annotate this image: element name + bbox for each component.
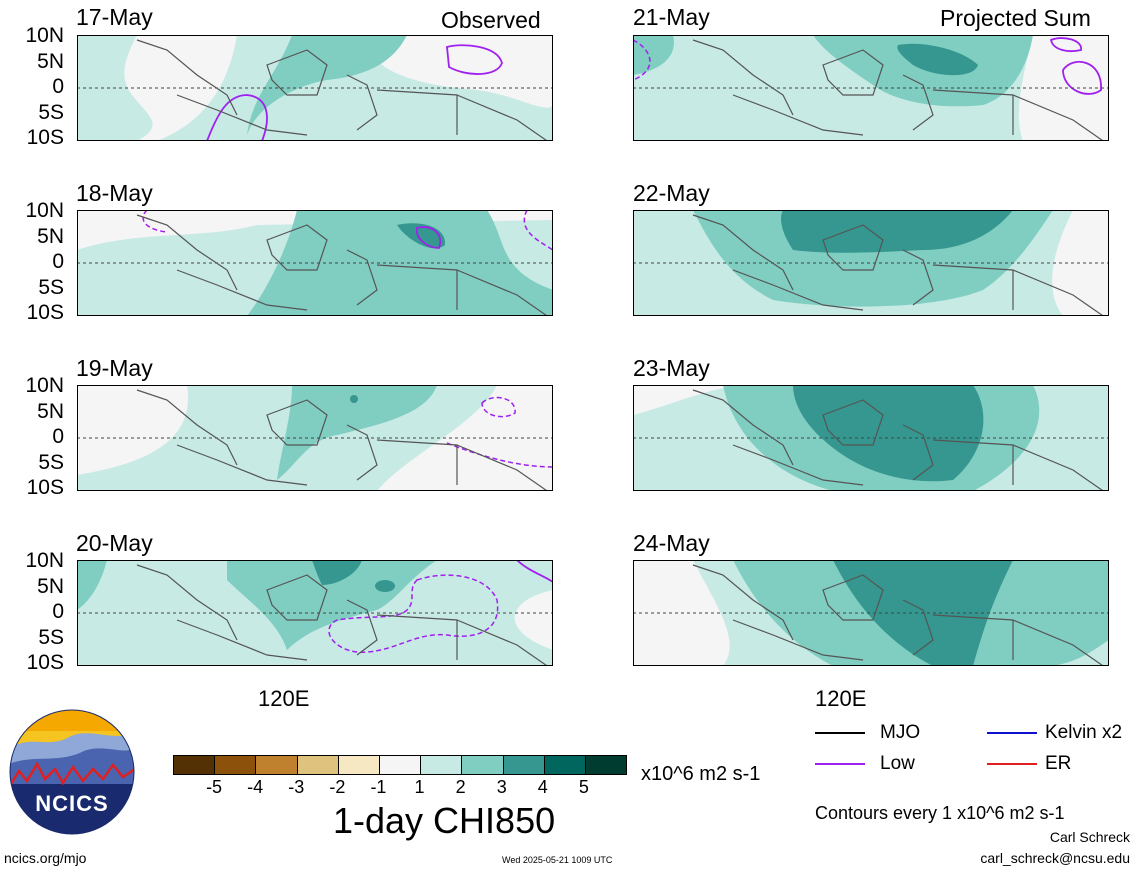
ncics-logo: NCICS <box>9 709 135 840</box>
email: carl_schreck@ncsu.edu <box>980 850 1130 866</box>
panel-date: 22-May <box>633 180 710 206</box>
legend-label-low: Low <box>880 753 915 774</box>
colorbar-tick-label: 3 <box>496 777 507 797</box>
map-panel <box>633 560 1109 666</box>
map-panel <box>633 35 1109 141</box>
map-panel <box>77 210 553 316</box>
lat-label: 5N <box>37 400 64 423</box>
map-panel <box>77 35 553 141</box>
legend-swatch-low <box>815 763 865 765</box>
lat-label: 0 <box>52 425 64 448</box>
panel-date: 17-May <box>76 4 153 30</box>
legend-swatch-mjo <box>815 732 865 734</box>
legend-label-kelvin: Kelvin x2 <box>1045 722 1123 743</box>
colorbar-box <box>338 756 380 774</box>
map-panel <box>77 385 553 491</box>
colorbar-box <box>585 756 627 774</box>
legend-swatch-kelvin <box>987 732 1037 734</box>
lat-label: 10S <box>26 651 64 674</box>
panel-tag-projected: Projected Sum <box>940 5 1091 31</box>
legend: MJO Kelvin x2 Low ER <box>815 720 1135 780</box>
colorbar-units: x10^6 m2 s-1 <box>641 763 761 785</box>
colorbar-tick-label: 5 <box>578 777 589 797</box>
chart-title: 1-day CHI850 <box>333 800 556 841</box>
colorbar-box <box>256 756 298 774</box>
colorbar-box <box>174 756 216 774</box>
lat-label: 10N <box>25 24 64 47</box>
lat-label: 0 <box>52 250 64 273</box>
panel-date: 20-May <box>76 530 153 556</box>
colorbar-tick-label: -5 <box>206 777 223 797</box>
site-link: ncics.org/mjo <box>4 850 87 866</box>
legend-swatch-er <box>987 763 1037 765</box>
panel-date: 18-May <box>76 180 153 206</box>
lat-label: 10N <box>25 374 64 397</box>
timestamp: Wed 2025-05-21 1009 UTC <box>502 855 613 865</box>
map-panel <box>77 560 553 666</box>
lat-label: 5S <box>38 451 64 474</box>
colorbar-tick-label: -4 <box>247 777 264 797</box>
legend-label-er: ER <box>1045 753 1072 774</box>
lat-label: 10S <box>26 476 64 499</box>
lat-label: 0 <box>52 600 64 623</box>
lat-label: 10N <box>25 549 64 572</box>
colorbar-box <box>462 756 504 774</box>
lon-label: 120E <box>258 686 310 711</box>
panel-tag-observed: Observed <box>441 7 541 33</box>
colorbar-box <box>503 756 545 774</box>
colorbar-tick-label: -1 <box>370 777 387 797</box>
lat-label: 5S <box>38 276 64 299</box>
colorbar-box <box>215 756 257 774</box>
lat-label: 5N <box>37 575 64 598</box>
lat-label: 0 <box>52 75 64 98</box>
panel-date: 19-May <box>76 355 153 381</box>
lat-label: 10N <box>25 199 64 222</box>
lat-label: 5S <box>38 101 64 124</box>
colorbar-tick-label: 4 <box>537 777 548 797</box>
colorbar-tick-label: 1 <box>414 777 425 797</box>
lat-label: 10S <box>26 126 64 149</box>
colorbar <box>173 755 627 775</box>
lon-label: 120E <box>815 686 867 711</box>
colorbar-tick-label: -3 <box>288 777 305 797</box>
logo-text: NCICS <box>35 791 109 816</box>
colorbar-box <box>379 756 422 774</box>
author: Carl Schreck <box>1049 829 1130 845</box>
contour-note: Contours every 1 x10^6 m2 s-1 <box>815 803 1065 823</box>
panel-date: 24-May <box>633 530 710 556</box>
panel-date: 23-May <box>633 355 710 381</box>
lat-label: 10S <box>26 301 64 324</box>
map-panel <box>633 385 1109 491</box>
panel-date: 21-May <box>633 4 710 30</box>
colorbar-tick-label: -2 <box>329 777 346 797</box>
lat-label: 5S <box>38 626 64 649</box>
map-panel <box>633 210 1109 316</box>
lat-label: 5N <box>37 225 64 248</box>
colorbar-box <box>421 756 463 774</box>
colorbar-labels: -5 -4 -3 -2 -1 1 2 3 4 5 <box>173 777 625 801</box>
colorbar-box <box>297 756 339 774</box>
legend-label-mjo: MJO <box>880 722 921 743</box>
lat-label: 5N <box>37 50 64 73</box>
colorbar-box <box>544 756 586 774</box>
colorbar-tick-label: 2 <box>455 777 466 797</box>
